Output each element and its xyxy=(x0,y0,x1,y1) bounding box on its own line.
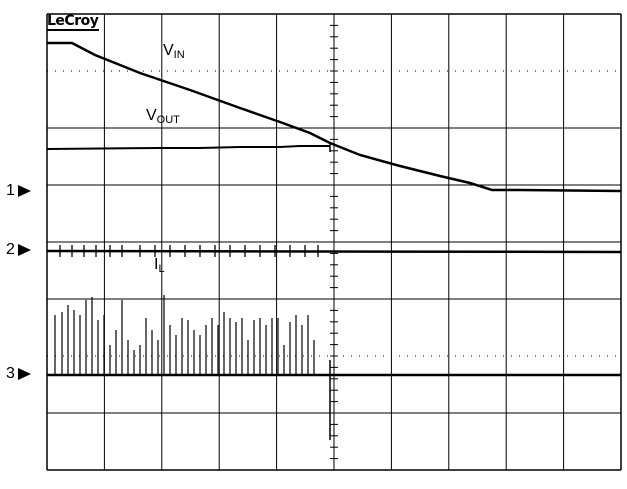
il-spikes xyxy=(54,295,315,375)
triangle-right-icon xyxy=(17,185,31,197)
channel-2-marker[interactable]: 2 xyxy=(6,241,31,259)
triangle-right-icon xyxy=(17,368,31,380)
vout-trace xyxy=(46,145,330,150)
channel-1-number: 1 xyxy=(6,182,15,199)
vout-label-main: V xyxy=(146,107,157,124)
ch2-switching-ticks xyxy=(59,245,319,257)
channel-3-marker[interactable]: 3 xyxy=(6,365,31,383)
vout-label-sub: OUT xyxy=(156,114,180,126)
vin-label: VIN xyxy=(163,42,185,61)
il-label: IL xyxy=(154,256,165,275)
vin-label-main: V xyxy=(163,42,174,59)
il-label-sub: L xyxy=(158,263,165,275)
channel-3-number: 3 xyxy=(6,365,15,382)
brand-logo: LeCroy xyxy=(47,13,100,31)
vin-trace xyxy=(47,41,622,193)
graticule xyxy=(46,13,622,471)
il-label-main: I xyxy=(154,256,159,273)
waveform-traces xyxy=(46,41,622,440)
channel-1-marker[interactable]: 1 xyxy=(6,182,31,200)
channel-2-number: 2 xyxy=(6,241,15,258)
triangle-right-icon xyxy=(17,244,31,256)
vin-label-sub: IN xyxy=(173,49,185,61)
ch2-trace xyxy=(46,249,622,254)
vout-label: VOUT xyxy=(146,107,180,126)
